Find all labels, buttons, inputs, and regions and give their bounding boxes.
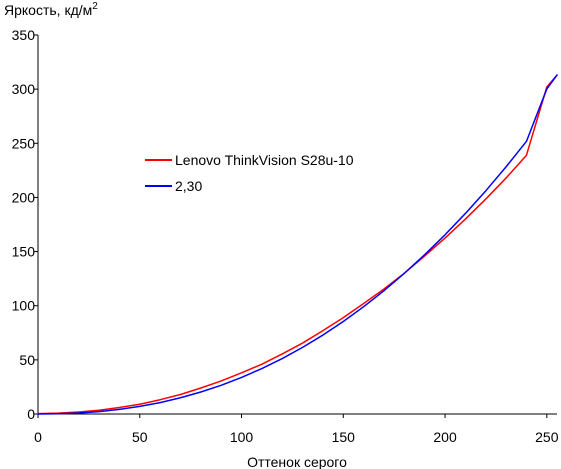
x-axis-title: Оттенок серого	[247, 454, 347, 469]
y-tick-label: 350	[12, 27, 36, 43]
series-line-1	[37, 74, 558, 415]
x-tick-label: 50	[132, 429, 148, 445]
x-tick-label: 100	[230, 429, 254, 445]
x-tick-label: 200	[433, 429, 457, 445]
x-tick-label: 250	[535, 429, 559, 445]
y-tick-label: 200	[12, 189, 36, 205]
axes	[37, 35, 557, 415]
x-tick-label: 0	[34, 429, 42, 445]
legend: Lenovo ThinkVision S28u-10 2,30	[145, 152, 354, 194]
legend-label-2: 2,30	[175, 178, 202, 194]
tick-labels: 0 50 100 150 200 250 300 350 0 50 100 150 200 250	[12, 27, 559, 445]
y-tick-label: 50	[19, 352, 35, 368]
y-axis-title-superscript: 2	[92, 1, 98, 12]
tick-marks	[34, 34, 548, 418]
legend-label-1: Lenovo ThinkVision S28u-10	[175, 152, 354, 168]
y-tick-label: 100	[12, 298, 36, 314]
x-tick-label: 150	[332, 429, 356, 445]
series-lines	[37, 74, 558, 415]
y-tick-label: 0	[27, 406, 35, 422]
y-tick-label: 250	[12, 135, 36, 151]
series-line-2	[37, 74, 558, 415]
y-axis-title: Яркость, кд/м2	[4, 1, 98, 18]
y-tick-label: 300	[12, 81, 36, 97]
y-tick-label: 150	[12, 244, 36, 260]
